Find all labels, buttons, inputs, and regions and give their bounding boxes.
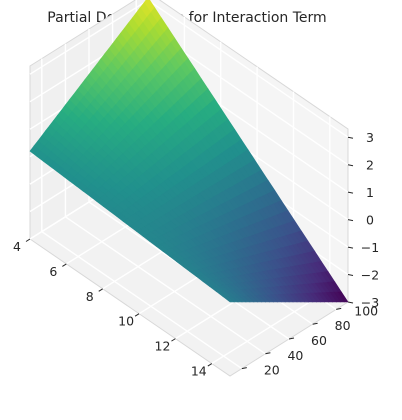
z-tick-label: 2 <box>366 158 374 173</box>
y-tick-label: 80 <box>335 318 351 333</box>
z-tick-mark <box>347 136 354 139</box>
y-tick-label: 60 <box>311 333 327 348</box>
y-tick-mark <box>336 307 342 310</box>
x-tick-mark <box>98 288 103 292</box>
x-tick-labels: 4 6 8 10 12 14 <box>13 239 207 379</box>
z-tick-mark <box>347 191 354 194</box>
z-tick-mark <box>347 164 354 167</box>
z-tick-mark <box>347 219 354 222</box>
x-tick-mark <box>171 338 176 342</box>
z-tick-label: −3 <box>361 295 379 310</box>
x-tick-label: 8 <box>86 289 94 304</box>
z-tick-label: 3 <box>366 130 374 145</box>
surface-patch <box>222 296 235 303</box>
y-tick-label: 40 <box>287 348 303 363</box>
x-tick-label: 12 <box>155 339 171 354</box>
z-tick-label: −1 <box>361 240 379 255</box>
y-tick-mark <box>312 322 318 325</box>
z-tick-mark <box>347 301 354 304</box>
z-tick-mark <box>347 246 354 249</box>
x-tick-mark <box>25 238 31 242</box>
y-tick-mark <box>241 367 247 370</box>
y-tick-label: 100 <box>354 303 378 318</box>
x-tick-mark <box>207 363 213 367</box>
x-tick-label: 14 <box>191 364 207 379</box>
x-tick-label: 4 <box>13 239 21 254</box>
z-tick-label: 1 <box>366 185 374 200</box>
y-tick-mark <box>288 337 295 340</box>
z-tick-label: −2 <box>361 268 379 283</box>
z-tick-labels: −3 −2 −1 0 1 2 3 <box>361 130 379 310</box>
z-tick-mark <box>347 274 354 277</box>
x-tick-label: 6 <box>49 264 57 279</box>
y-tick-label: 20 <box>264 363 280 378</box>
x-tick-mark <box>134 313 140 317</box>
tick-marks <box>25 136 354 370</box>
z-tick-label: 0 <box>366 213 374 228</box>
x-tick-mark <box>62 263 67 267</box>
y-tick-mark <box>265 352 271 355</box>
surface-plot <box>29 0 349 303</box>
x-tick-label: 10 <box>118 314 134 329</box>
